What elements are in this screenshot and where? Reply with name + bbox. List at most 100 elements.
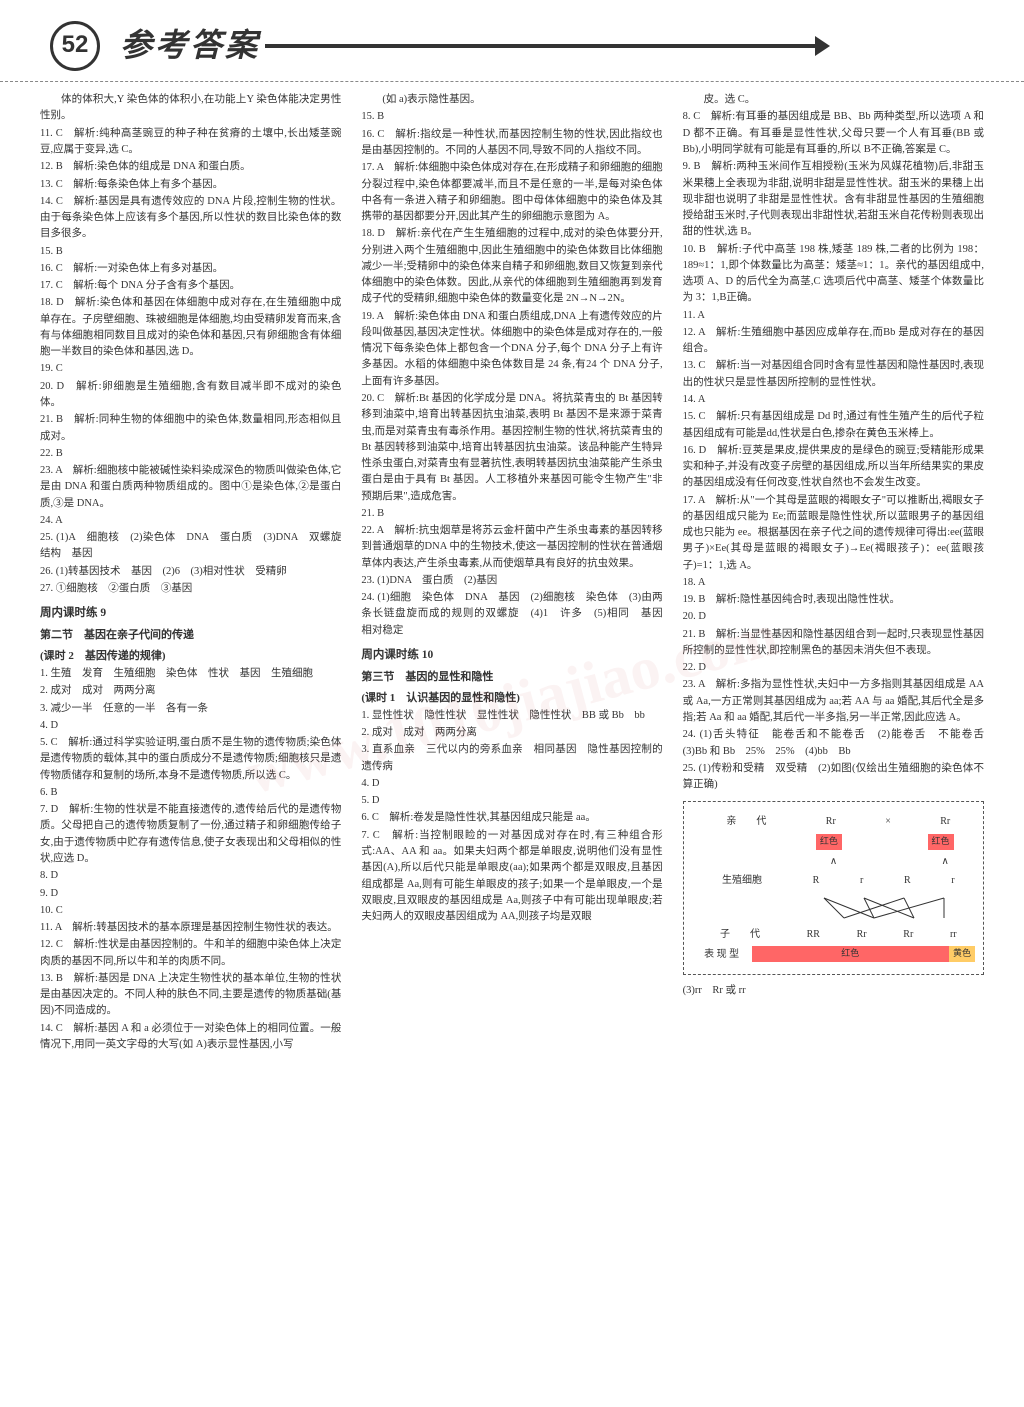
- content-wrapper: 体的体积大,Y 染色体的体积小,在功能上Y 染色体能决定男性性别。 11. C …: [0, 92, 1024, 1054]
- section-header-practice9: 周内课时练 9: [40, 605, 341, 623]
- answer-text: 19. A 解析:染色体由 DNA 和蛋白质组成,DNA 上有遗传效应的片段叫做…: [361, 309, 662, 390]
- answer-text: 18. A: [683, 575, 984, 591]
- diagram-cross-lines: [692, 893, 975, 923]
- answer-text: 7. C 解析:当控制眼睑的一对基因成对存在时,有三种组合形式:AA、AA 和 …: [361, 828, 662, 926]
- answer-text: 15. C 解析:只有基因组成是 Dd 时,通过有性生殖产生的后代子粒基因组成有…: [683, 409, 984, 442]
- answer-text: 12. C 解析:性状是由基因控制的。牛和羊的细胞中染色体上决定肉质的基因不同,…: [40, 937, 341, 970]
- phenotype-yellow: 黄色: [949, 946, 975, 962]
- answer-text: 22. B: [40, 446, 341, 462]
- answer-text: 皮。选 C。: [683, 92, 984, 108]
- answer-text: 体的体积大,Y 染色体的体积小,在功能上Y 染色体能决定男性性别。: [40, 92, 341, 125]
- answer-text: 10. B 解析:子代中高茎 198 株,矮茎 189 株,二者的比例为 198…: [683, 242, 984, 307]
- answer-text: 12. B 解析:染色体的组成是 DNA 和蛋白质。: [40, 159, 341, 175]
- answer-text: 16. C 解析:一对染色体上有多对基因。: [40, 261, 341, 277]
- title-line-decoration: [265, 44, 815, 48]
- cross-symbol: ×: [885, 814, 891, 830]
- arrow-icon: ∧: [942, 854, 949, 870]
- genotype: Rr: [826, 814, 836, 830]
- genotype: Rr: [903, 927, 913, 943]
- answer-text: 4. D: [40, 718, 341, 734]
- answer-text: 12. A 解析:生殖细胞中基因应成单存在,而Bb 是成对存在的基因组合。: [683, 325, 984, 358]
- answer-text: 19. B 解析:隐性基因纯合时,表现出隐性性状。: [683, 592, 984, 608]
- answer-text: 5. C 解析:通过科学实验证明,蛋白质不是生物的遗传物质;染色体是遗传物质的载…: [40, 735, 341, 784]
- section-header-section3: 第三节 基因的显性和隐性: [361, 669, 662, 686]
- answer-text: 16. D 解析:豆荚是果皮,提供果皮的是绿色的豌豆;受精能形成果实和种子,并没…: [683, 443, 984, 492]
- arrow-icon: ∧: [830, 854, 837, 870]
- answer-text: 24. (1)舌头特征 能卷舌和不能卷舌 (2)能卷舌 不能卷舌 (3)Bb 和…: [683, 727, 984, 760]
- section-header-lesson2: (课时 2 基因传递的规律): [40, 648, 341, 665]
- cross-lines-icon: [814, 893, 954, 923]
- answer-text: 23. A 解析:多指为显性性状,夫妇中一方多指则其基因组成是 AA 或 Aa,…: [683, 677, 984, 726]
- answer-text: 1. 显性性状 隐性性状 显性性状 隐性性状 BB 或 Bb bb: [361, 708, 662, 724]
- answer-text: 14. C 解析:基因是具有遗传效应的 DNA 片段,控制生物的性状。由于每条染…: [40, 194, 341, 243]
- diagram-arrows: ∧ ∧: [692, 854, 975, 870]
- diagram-label: 生殖细胞: [712, 873, 772, 889]
- answer-text: 11. C 解析:纯种高茎豌豆的种子种在贫瘠的土壤中,长出矮茎豌豆,应属于变异,…: [40, 126, 341, 159]
- answer-text: 23. (1)DNA 蛋白质 (2)基因: [361, 573, 662, 589]
- answer-text: 8. D: [40, 868, 341, 884]
- answer-text: 26. (1)转基因技术 基因 (2)6 (3)相对性状 受精卵: [40, 564, 341, 580]
- phenotype-red: 红色: [816, 834, 842, 850]
- page-header: 52 参考答案: [0, 0, 1024, 82]
- answer-text: 2. 成对 成对 两两分离: [40, 683, 341, 699]
- answer-text: 6. B: [40, 785, 341, 801]
- answer-text: 21. B: [361, 506, 662, 522]
- diagram-parent-row: 亲 代 Rr × Rr: [692, 814, 975, 830]
- answer-text: 16. C 解析:指纹是一种性状,而基因控制生物的性状,因此指纹也是由基因控制的…: [361, 127, 662, 160]
- answer-text: 20. C 解析:Bt 基因的化学成分是 DNA。将抗菜青虫的 Bt 基因转移到…: [361, 391, 662, 505]
- answer-text: 3. 直系血亲 三代以内的旁系血亲 相同基因 隐性基因控制的遗传病: [361, 742, 662, 775]
- gamete: R: [904, 873, 911, 889]
- gamete: R: [813, 873, 820, 889]
- genetics-diagram: 亲 代 Rr × Rr 红色 红色 ∧ ∧ 生殖细胞 R r R: [683, 801, 984, 975]
- answer-text: 24. A: [40, 513, 341, 529]
- answer-text: 19. C: [40, 361, 341, 377]
- diagram-phenotype-row: 红色 红色: [692, 834, 975, 850]
- answer-text: 2. 成对 成对 两两分离: [361, 725, 662, 741]
- answer-text: 25. (1)传粉和受精 双受精 (2)如图(仅绘出生殖细胞的染色体不算正确): [683, 761, 984, 794]
- answer-text: 17. A 解析:体细胞中染色体成对存在,在形成精子和卵细胞的细胞分裂过程中,染…: [361, 160, 662, 225]
- answer-text: 14. A: [683, 392, 984, 408]
- section-header-lesson1: (课时 1 认识基因的显性和隐性): [361, 690, 662, 707]
- answer-text: 22. A 解析:抗虫烟草是将苏云金杆菌中产生杀虫毒素的基因转移到普通烟草的DN…: [361, 523, 662, 572]
- page-title: 参考答案: [120, 20, 260, 71]
- answer-text: 15. B: [361, 109, 662, 125]
- answer-text: 24. (1)细胞 染色体 DNA 基因 (2)细胞核 染色体 (3)由两条长链…: [361, 590, 662, 639]
- answer-text: 8. C 解析:有耳垂的基因组成是 BB、Bb 两种类型,所以选项 A 和 D …: [683, 109, 984, 158]
- answer-text: 11. A: [683, 308, 984, 324]
- answer-text: (如 a)表示隐性基因。: [361, 92, 662, 108]
- section-header-practice10: 周内课时练 10: [361, 647, 662, 665]
- diagram-offspring-row: 子 代 RR Rr Rr rr: [692, 927, 975, 943]
- section-header-section2: 第二节 基因在亲子代间的传递: [40, 627, 341, 644]
- answer-text: 5. D: [361, 793, 662, 809]
- diagram-label: 子 代: [710, 927, 770, 943]
- answer-text: 11. A 解析:转基因技术的基本原理是基因控制生物性状的表达。: [40, 920, 341, 936]
- answer-text: 4. D: [361, 776, 662, 792]
- answer-text: 21. B 解析:同种生物的体细胞中的染色体,数量相同,形态相似且成对。: [40, 412, 341, 445]
- answer-text: 18. D 解析:染色体和基因在体细胞中成对存在,在生殖细胞中成单存在。子房壁细…: [40, 295, 341, 360]
- answer-text: 14. C 解析:基因 A 和 a 必须位于一对染色体上的相同位置。一般情况下,…: [40, 1021, 341, 1054]
- answer-text: 13. C 解析:每条染色体上有多个基因。: [40, 177, 341, 193]
- diagram-label: 表 现 型: [692, 947, 752, 963]
- answer-text: 3. 减少一半 任意的一半 各有一条: [40, 701, 341, 717]
- answer-text: 22. D: [683, 660, 984, 676]
- answer-text: 20. D 解析:卵细胞是生殖细胞,含有数目减半即不成对的染色体。: [40, 379, 341, 412]
- answer-text: 7. D 解析:生物的性状是不能直接遗传的,遗传给后代的是遗传物质。父母把自己的…: [40, 802, 341, 867]
- phenotype-red: 红色: [752, 946, 949, 962]
- answer-text: 27. ①细胞核 ②蛋白质 ③基因: [40, 581, 341, 597]
- answer-text: 17. A 解析:从"一个其母是蓝眼的褐眼女子"可以推断出,褐眼女子的基因组成只…: [683, 493, 984, 574]
- answer-text: 18. D 解析:亲代在产生生殖细胞的过程中,成对的染色体要分开,分别进入两个生…: [361, 226, 662, 307]
- answer-text: 20. D: [683, 609, 984, 625]
- phenotype-red: 红色: [928, 834, 954, 850]
- genotype: rr: [950, 927, 957, 943]
- genotype: Rr: [857, 927, 867, 943]
- answer-text: 23. A 解析:细胞核中能被碱性染料染成深色的物质叫做染色体,它是由 DNA …: [40, 463, 341, 512]
- answer-text: 9. B 解析:两种玉米间作互相授粉(玉米为风媒花植物)后,非甜玉米果穗上全表现…: [683, 159, 984, 240]
- diagram-label: 亲 代: [716, 814, 776, 830]
- diagram-gamete-row: 生殖细胞 R r R r: [692, 873, 975, 889]
- answer-text: 9. D: [40, 886, 341, 902]
- diagram-footnote: (3)rr Rr 或 rr: [683, 983, 984, 999]
- genotype: RR: [807, 927, 820, 943]
- answer-text: 10. C: [40, 903, 341, 919]
- answer-text: 15. B: [40, 244, 341, 260]
- answer-text: 13. C 解析:当一对基因组合同时含有显性基因和隐性基因时,表现出的性状只是显…: [683, 358, 984, 391]
